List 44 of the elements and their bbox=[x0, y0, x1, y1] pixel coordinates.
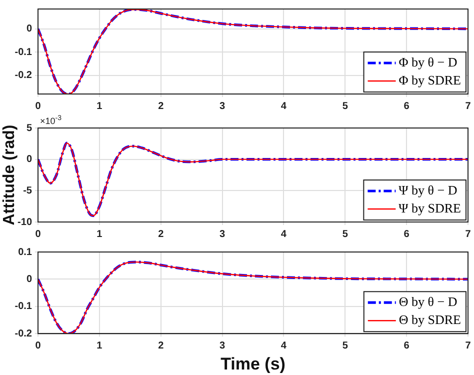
y-tick-label: 0 bbox=[26, 274, 32, 285]
legend-label: Ψ by SDRE bbox=[398, 200, 462, 216]
y-tick-label: -0.2 bbox=[14, 328, 32, 340]
x-tick-label: 6 bbox=[404, 100, 410, 112]
x-tick-label: 3 bbox=[220, 100, 226, 112]
x-tick-label: 7 bbox=[465, 340, 472, 352]
x-tick-label: 0 bbox=[35, 340, 42, 352]
x-tick-label: 3 bbox=[220, 228, 226, 240]
x-tick-label: 4 bbox=[280, 340, 287, 352]
x-tick-label: 3 bbox=[220, 340, 226, 352]
legend-label: Θ by θ − D bbox=[398, 294, 458, 310]
legend-label: Φ by θ − D bbox=[398, 54, 458, 70]
x-tick-label: 1 bbox=[96, 100, 103, 112]
y-axis-title: Attitude (rad) bbox=[1, 124, 18, 226]
x-tick-label: 2 bbox=[158, 100, 164, 112]
y-tick-label: -0.1 bbox=[14, 46, 32, 58]
y-tick-label: -5 bbox=[23, 185, 32, 196]
x-tick-label: 7 bbox=[465, 228, 472, 240]
y-tick-label: 0 bbox=[26, 154, 32, 166]
x-tick-label: 6 bbox=[404, 228, 410, 240]
line-series bbox=[38, 9, 468, 94]
legend-label: Ψ by θ − D bbox=[398, 182, 458, 198]
x-tick-label: 0 bbox=[35, 100, 42, 112]
legend-label: Θ by SDRE bbox=[398, 312, 462, 328]
y-tick-label: 0.1 bbox=[18, 246, 32, 258]
x-tick-label: 1 bbox=[96, 228, 103, 240]
x-tick-label: 2 bbox=[158, 228, 164, 240]
y-tick-label: 5 bbox=[26, 122, 32, 134]
x-tick-label: 6 bbox=[404, 340, 410, 352]
x-tick-label: 5 bbox=[342, 100, 348, 112]
legend-label: Φ by SDRE bbox=[398, 72, 462, 88]
x-axis-title: Time (s) bbox=[220, 354, 286, 374]
x-tick-label: 4 bbox=[280, 228, 287, 240]
y-tick-label: -0.2 bbox=[14, 70, 32, 82]
x-tick-label: 0 bbox=[35, 228, 42, 240]
x-tick-label: 7 bbox=[465, 100, 472, 112]
x-tick-label: 2 bbox=[158, 340, 164, 352]
y-tick-label: 0 bbox=[26, 24, 32, 35]
y-tick-label: -0.1 bbox=[14, 301, 32, 312]
x-tick-label: 4 bbox=[280, 100, 287, 112]
x-tick-label: 5 bbox=[342, 340, 348, 352]
x-tick-label: 1 bbox=[96, 340, 103, 352]
x-tick-label: 5 bbox=[342, 228, 348, 240]
y-tick-label: -10 bbox=[18, 216, 32, 228]
